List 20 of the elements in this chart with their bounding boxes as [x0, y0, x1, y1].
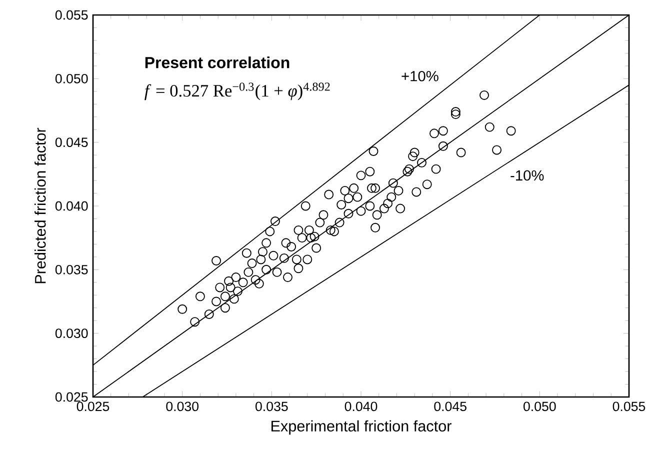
y-axis-title: Predicted friction factor: [34, 128, 46, 284]
annotation: -10%: [510, 170, 544, 181]
x-tick-label: 0.055: [612, 402, 646, 412]
x-tick-label: 0.035: [256, 402, 288, 412]
x-tick-label: 0.050: [524, 402, 556, 412]
y-tick-label: 0.030: [55, 328, 88, 338]
x-axis-title: Experimental friction factor: [272, 420, 452, 435]
y-tick-label: 0.040: [55, 201, 88, 211]
y-tick-label: 0.045: [55, 138, 88, 148]
annotation: Present correlation: [145, 56, 290, 68]
x-tick-label: 0.025: [76, 402, 110, 412]
annotation: +10%: [402, 70, 438, 82]
y-tick-label: 0.025: [55, 392, 88, 402]
y-tick-label: 0.050: [55, 74, 88, 84]
x-tick-label: 0.040: [344, 402, 378, 412]
x-tick-label: 0.045: [434, 402, 466, 412]
y-tick-label: 0.055: [55, 10, 88, 20]
x-tick-label: 0.030: [166, 402, 198, 412]
annotation: f = 0.527 Re$^{−0.3}$(1 + φ)$^{4.892}$: [144, 82, 330, 100]
y-tick-label: 0.035: [55, 264, 88, 274]
